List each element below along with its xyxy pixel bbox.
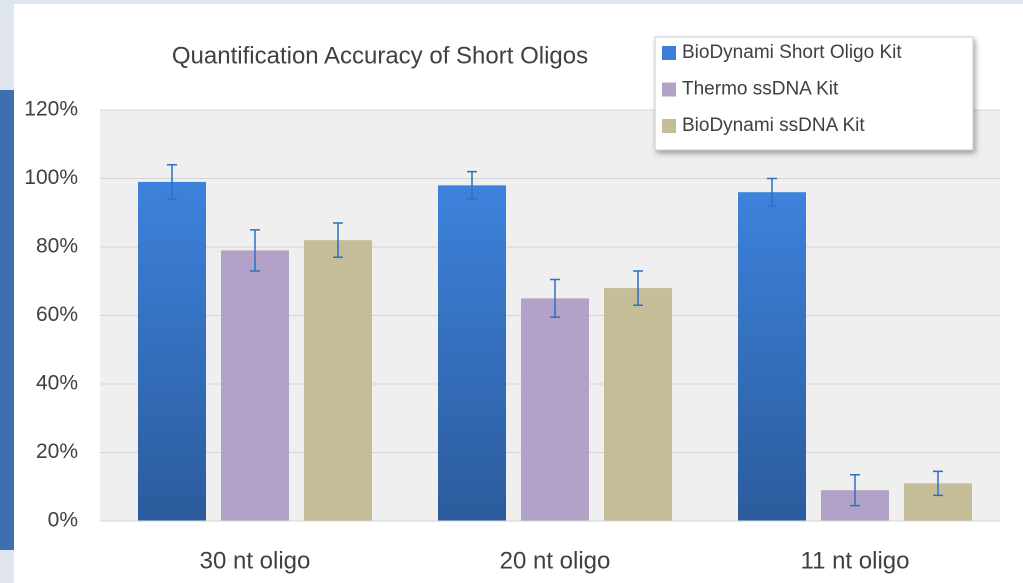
y-tick-label: 100% [24, 166, 78, 189]
bar [604, 288, 672, 521]
y-tick-label: 20% [36, 440, 78, 463]
error-bar [550, 278, 560, 318]
legend-swatch [662, 82, 676, 97]
y-tick-label: 0% [48, 509, 78, 532]
y-tick-label: 60% [36, 303, 78, 326]
error-bar [250, 229, 260, 272]
legend-swatch [662, 46, 676, 60]
legend-box [654, 36, 974, 151]
y-tick-label: 40% [36, 372, 78, 395]
y-tick-label: 120% [24, 98, 78, 121]
x-tick-label: 11 nt oligo [801, 547, 910, 574]
plot: 0% 20% 40% 60% 80% 100% 120% 30 nt oligo 20 nt o… [24, 98, 1000, 574]
bar [521, 298, 589, 521]
bar [738, 192, 806, 521]
bar [138, 181, 206, 522]
error-bar [633, 270, 643, 306]
bar [221, 250, 289, 522]
legend-swatch [662, 119, 676, 133]
error-bar [767, 177, 777, 207]
error-bar [850, 474, 860, 507]
error-bar [333, 222, 343, 259]
bar [304, 240, 372, 521]
chart-title: Quantification Accuracy of Short Oligos [172, 42, 588, 69]
x-tick-label: 20 nt oligo [500, 547, 611, 574]
error-bar [167, 164, 177, 200]
error-bar [933, 470, 943, 497]
bar [438, 185, 506, 521]
error-bar [467, 170, 477, 200]
side-strip [0, 90, 16, 550]
x-tick-label: 30 nt oligo [200, 547, 311, 574]
legend: BioDynami Short Oligo Kit Thermo ssDNA Ki… [662, 42, 902, 136]
legend-label: Thermo ssDNA Kit [682, 79, 839, 100]
y-tick-label: 80% [36, 235, 78, 258]
legend-label: BioDynami ssDNA Kit [682, 115, 865, 136]
legend-label: BioDynami Short Oligo Kit [682, 42, 902, 63]
